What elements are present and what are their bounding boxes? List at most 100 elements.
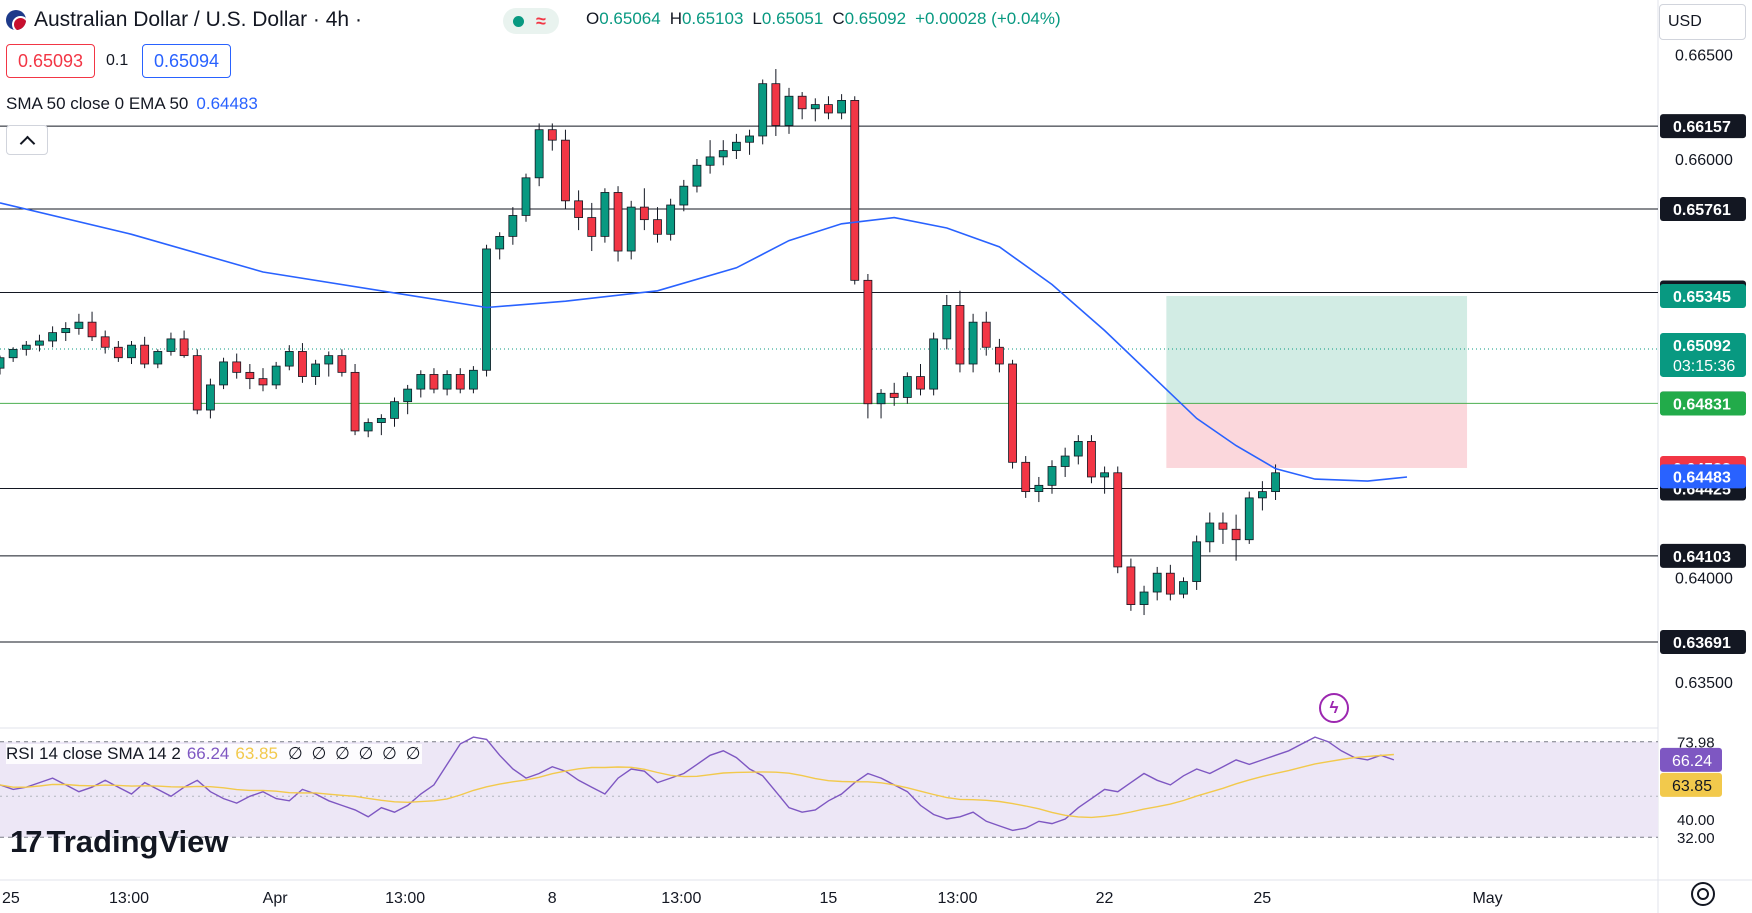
- candle: [600, 188, 610, 243]
- candle: [902, 372, 912, 404]
- level-tag: [1660, 114, 1746, 139]
- tradingview-logo[interactable]: 17 TradingView: [10, 824, 229, 860]
- candle: [1100, 466, 1109, 494]
- candle: [758, 79, 768, 145]
- candle-body: [574, 200, 583, 218]
- candle: [74, 313, 84, 335]
- candle-body: [784, 95, 794, 126]
- candle-body: [35, 340, 44, 346]
- candle: [127, 340, 136, 364]
- candle-body: [1100, 472, 1109, 478]
- candle: [1165, 564, 1175, 601]
- candle-body: [521, 177, 531, 216]
- candle-body: [271, 365, 281, 386]
- level-tag: [1660, 630, 1746, 655]
- candle-body: [508, 215, 518, 237]
- candle: [1271, 464, 1280, 500]
- rsi-sma-tag: [1660, 772, 1722, 797]
- bar-countdown-label: 03:15:36: [1673, 358, 1735, 375]
- price-tag: [1660, 284, 1746, 309]
- candle: [153, 349, 163, 369]
- candle-body: [1192, 541, 1202, 582]
- candle: [1113, 466, 1123, 574]
- candle: [298, 343, 307, 383]
- candle-body: [324, 355, 334, 365]
- candle: [521, 173, 531, 222]
- candle: [416, 370, 426, 398]
- price-tick-label: 0.66500: [1675, 47, 1733, 64]
- candle: [245, 364, 255, 390]
- candle: [21, 340, 31, 356]
- symbol-title[interactable]: Australian Dollar / U.S. Dollar · 4h ·: [34, 8, 362, 31]
- candle-body: [258, 378, 268, 386]
- candle-body: [653, 219, 662, 235]
- ma-indicator-legend[interactable]: SMA 50 close 0 EMA 50 0.64483: [6, 94, 258, 114]
- candle: [574, 190, 583, 231]
- candle-body: [916, 376, 925, 390]
- buy-price-button[interactable]: 0.65094: [142, 44, 231, 78]
- candle-body: [1152, 572, 1162, 593]
- flash-icon[interactable]: ϟ: [1319, 693, 1349, 723]
- candle-body: [1218, 522, 1228, 530]
- rsi-value-label: 66.24: [1672, 753, 1712, 770]
- price-tag: [1660, 391, 1746, 416]
- candle: [666, 198, 676, 241]
- sell-price-button[interactable]: 0.65093: [6, 44, 95, 78]
- candle-body: [639, 206, 649, 221]
- collapse-legend-button[interactable]: [6, 125, 48, 155]
- ema-50-line: [0, 202, 1408, 482]
- candle-body: [61, 328, 71, 334]
- price-tick-label: 0.66000: [1675, 152, 1733, 169]
- candle-body: [21, 344, 31, 350]
- candle: [1231, 514, 1241, 561]
- rsi-level-label: 32.00: [1677, 830, 1715, 847]
- currency-select[interactable]: USD: [1659, 4, 1746, 40]
- price-tick-label: 0.63500: [1675, 675, 1733, 692]
- candle-body: [863, 279, 873, 405]
- tradingview-mark-icon: 17: [10, 824, 43, 859]
- candle-body: [127, 344, 136, 359]
- candle: [784, 87, 794, 134]
- candle: [850, 96, 860, 285]
- market-status-pill[interactable]: ≈: [503, 8, 559, 34]
- candle-body: [1165, 572, 1175, 595]
- ohlc-low: L0.65051: [752, 9, 824, 28]
- position-loss-zone: [1166, 403, 1468, 468]
- candle-body: [232, 361, 242, 373]
- candle-body: [995, 346, 1004, 365]
- candle-body: [955, 305, 965, 365]
- candle: [692, 158, 702, 193]
- candle: [508, 207, 518, 245]
- candle: [495, 232, 505, 260]
- candle: [587, 202, 597, 252]
- rsi-line: [0, 736, 1395, 832]
- candle: [745, 129, 754, 155]
- candle-body: [1021, 461, 1031, 493]
- candle: [429, 368, 439, 394]
- candle-body: [1231, 528, 1241, 541]
- candle-body: [8, 348, 18, 359]
- candle-body: [1087, 441, 1096, 478]
- candle: [363, 418, 373, 438]
- candle: [455, 368, 465, 394]
- candle-body: [416, 374, 426, 390]
- candle: [981, 311, 991, 356]
- candle: [824, 96, 833, 120]
- candle-body: [455, 374, 465, 390]
- time-tick-label: May: [1472, 890, 1502, 907]
- settings-gear-icon[interactable]: [1691, 882, 1715, 906]
- candle: [232, 353, 242, 379]
- candle-body: [166, 338, 176, 352]
- ohlc-change: +0.00028 (+0.04%): [915, 9, 1061, 28]
- candle: [1073, 435, 1083, 465]
- rsi-legend[interactable]: RSI 14 close SMA 14 2 66.24 63.85 ∅ ∅ ∅ ∅ ∅…: [6, 744, 423, 764]
- candle-body: [192, 355, 202, 411]
- candle-body: [889, 392, 899, 398]
- candle-body: [284, 351, 294, 367]
- candle: [1152, 566, 1162, 601]
- time-tick-label: 13:00: [385, 890, 425, 907]
- candle-body: [1271, 472, 1280, 493]
- rsi-level-label: 40.00: [1677, 812, 1715, 829]
